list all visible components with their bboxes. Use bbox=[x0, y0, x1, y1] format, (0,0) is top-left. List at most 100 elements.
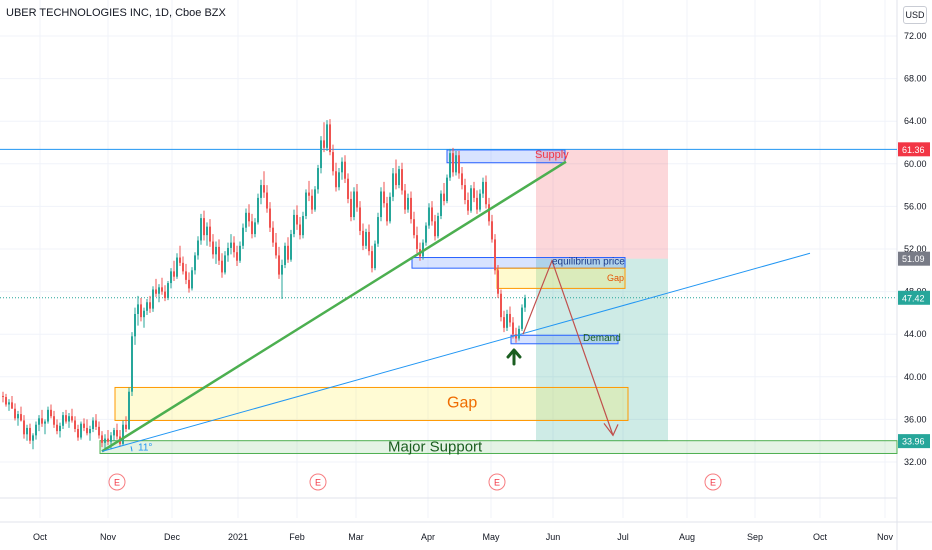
x-tick-label: Nov bbox=[100, 532, 117, 542]
earnings-marker[interactable]: E bbox=[488, 473, 506, 491]
candle-body bbox=[404, 190, 406, 210]
candle-body bbox=[80, 423, 82, 438]
candle-body bbox=[104, 438, 106, 443]
candle-body bbox=[482, 181, 484, 194]
candle-body bbox=[275, 242, 277, 256]
uptrend-line bbox=[101, 160, 567, 453]
candle-body bbox=[122, 424, 124, 444]
candle-body bbox=[59, 425, 61, 432]
candle-body bbox=[452, 153, 454, 173]
price-tag bbox=[898, 434, 930, 449]
candle-body bbox=[365, 231, 367, 246]
y-tick-label: 40.00 bbox=[904, 372, 927, 382]
candle-body bbox=[41, 418, 43, 424]
candle-body bbox=[125, 424, 127, 429]
candle-body bbox=[188, 279, 190, 289]
currency-button[interactable]: USD bbox=[903, 6, 927, 24]
candle-body bbox=[53, 416, 55, 425]
candle-body bbox=[302, 215, 304, 236]
candle-body bbox=[395, 173, 397, 186]
candle-body bbox=[329, 124, 331, 153]
candle-body bbox=[35, 424, 37, 436]
candle-body bbox=[449, 153, 451, 178]
candle-body bbox=[347, 178, 349, 199]
candle-body bbox=[146, 302, 148, 311]
candle-body bbox=[431, 207, 433, 222]
candle-body bbox=[341, 161, 343, 173]
price-axis: 32.0036.0040.0044.0048.0052.0056.0060.00… bbox=[898, 31, 930, 467]
candle-body bbox=[83, 423, 85, 428]
candle-body bbox=[290, 234, 292, 260]
candle-body bbox=[368, 231, 370, 252]
candle-body bbox=[506, 313, 508, 328]
candle-body bbox=[149, 302, 151, 309]
candle-body bbox=[2, 395, 4, 398]
candle-body bbox=[371, 251, 373, 269]
candle-body bbox=[197, 240, 199, 256]
candle-body bbox=[413, 219, 415, 236]
candle-body bbox=[230, 242, 232, 248]
earnings-label: E bbox=[710, 478, 716, 488]
candle-body bbox=[494, 239, 496, 271]
candle-body bbox=[182, 262, 184, 272]
candle-body bbox=[101, 435, 103, 443]
candle-body bbox=[62, 415, 64, 426]
candle-body bbox=[479, 193, 481, 210]
candle-body bbox=[191, 270, 193, 289]
candle-body bbox=[467, 200, 469, 211]
candle-body bbox=[152, 289, 154, 309]
y-tick-label: 72.00 bbox=[904, 31, 927, 41]
candle-body bbox=[245, 212, 247, 228]
candle-body bbox=[176, 257, 178, 277]
candle-body bbox=[383, 191, 385, 204]
candle-body bbox=[131, 336, 133, 392]
candle-body bbox=[92, 420, 94, 429]
candle-body bbox=[311, 195, 313, 210]
candle-body bbox=[143, 310, 145, 318]
earnings-marker[interactable]: E bbox=[704, 473, 722, 491]
price-tag bbox=[898, 290, 930, 305]
earnings-marker[interactable]: E bbox=[108, 473, 126, 491]
demand-label: Demand bbox=[583, 333, 621, 344]
price-tag-label: 61.36 bbox=[902, 145, 925, 155]
candle-body bbox=[5, 397, 7, 405]
candle-body bbox=[380, 191, 382, 218]
candle-body bbox=[293, 214, 295, 235]
candle-body bbox=[98, 426, 100, 436]
x-tick-label: May bbox=[482, 532, 500, 542]
y-tick-label: 52.00 bbox=[904, 244, 927, 254]
candle-body bbox=[257, 197, 259, 223]
x-tick-label: Mar bbox=[348, 532, 364, 542]
candle-body bbox=[425, 225, 427, 243]
candlestick-series bbox=[2, 119, 526, 450]
candle-body bbox=[173, 271, 175, 277]
candle-body bbox=[284, 245, 286, 265]
candle-body bbox=[353, 191, 355, 218]
candle-body bbox=[332, 152, 334, 172]
x-tick-label: 2021 bbox=[228, 532, 248, 542]
candle-body bbox=[89, 428, 91, 434]
candle-body bbox=[260, 185, 262, 198]
x-tick-label: Jun bbox=[546, 532, 561, 542]
x-tick-label: Nov bbox=[877, 532, 894, 542]
candle-body bbox=[497, 270, 499, 294]
projection-arrowhead bbox=[603, 423, 619, 437]
earnings-marker[interactable]: E bbox=[309, 473, 327, 491]
candle-body bbox=[56, 424, 58, 432]
price-tag-label: 47.42 bbox=[902, 293, 925, 303]
candle-body bbox=[278, 255, 280, 275]
candle-body bbox=[107, 438, 109, 442]
candle-body bbox=[338, 172, 340, 188]
candle-body bbox=[11, 402, 13, 409]
candle-body bbox=[155, 289, 157, 294]
candle-body bbox=[269, 208, 271, 228]
x-tick-label: Feb bbox=[289, 532, 305, 542]
candle-body bbox=[236, 252, 238, 261]
symbol-title[interactable]: UBER TECHNOLOGIES INC, 1D, Cboe BZX bbox=[6, 7, 226, 19]
bounce-arrow-icon bbox=[506, 348, 522, 366]
candle-body bbox=[218, 246, 220, 261]
x-tick-label: Oct bbox=[813, 532, 828, 542]
candle-body bbox=[44, 421, 46, 424]
